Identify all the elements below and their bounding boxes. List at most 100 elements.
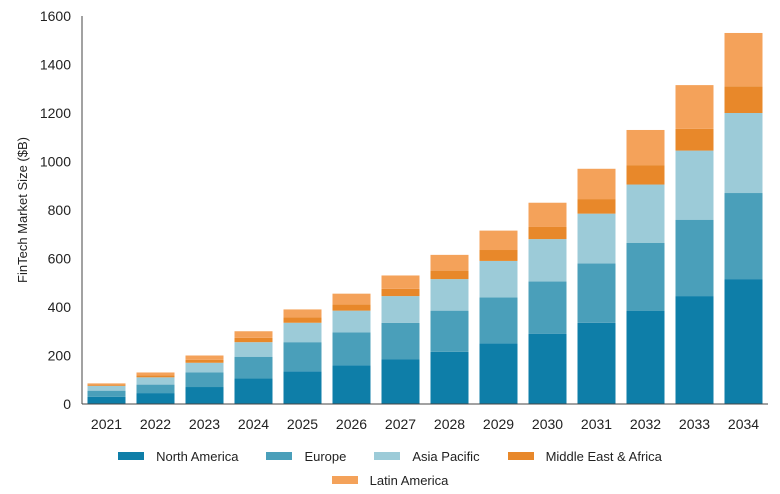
bar-europe-2022 [136,384,175,394]
bar-europe-2029 [479,297,518,344]
bar-asia-pacific-2026 [332,310,371,333]
bar-middle-east-africa-2023 [185,359,224,363]
bar-north-america-2026 [332,365,371,404]
bar-latin-america-2026 [332,293,371,305]
bar-asia-pacific-2022 [136,377,175,385]
legend-label-europe: Europe [304,448,347,464]
bar-middle-east-africa-2030 [528,226,567,240]
y-tick-label-3: 600 [48,251,72,267]
y-tick-label-5: 1000 [40,154,71,170]
bar-north-america-2032 [626,310,665,404]
bar-north-america-2027 [381,359,420,404]
x-tick-label-2025: 2025 [287,416,318,432]
bar-asia-pacific-2034 [724,113,763,194]
legend-swatch-north-america [118,452,145,460]
stacked-bar-chart: FinTech Market Size ($B) 0 200 400 600 800 10… [15,8,768,432]
bar-north-america-2031 [577,322,616,404]
bar-asia-pacific-2023 [185,362,224,373]
bar-latin-america-2024 [234,331,273,338]
bar-europe-2031 [577,263,616,323]
bar-north-america-2033 [675,296,714,404]
bar-middle-east-africa-2028 [430,270,469,280]
y-tick-label-0: 0 [63,396,71,412]
x-tick-label-2033: 2033 [679,416,710,432]
x-tick-label-2031: 2031 [581,416,612,432]
bar-middle-east-africa-2027 [381,288,420,297]
y-tick-label-4: 800 [48,202,72,218]
bar-north-america-2021 [87,396,126,404]
bar-latin-america-2021 [87,383,126,385]
x-tick-label-2023: 2023 [189,416,220,432]
legend-label-asia-pacific: Asia Pacific [412,448,480,464]
bar-europe-2025 [283,342,322,372]
bar-latin-america-2032 [626,129,665,166]
legend-item-latin-america: Latin America [331,472,449,488]
y-tick-label-8: 1600 [40,8,71,24]
x-tick-label-2027: 2027 [385,416,416,432]
bar-europe-2026 [332,332,371,366]
legend-label-latin-america: Latin America [369,472,449,488]
bar-europe-2028 [430,310,469,352]
x-tick-label-2022: 2022 [140,416,171,432]
bar-north-america-2028 [430,351,469,404]
x-tick-label-2024: 2024 [238,416,269,432]
bar-latin-america-2033 [675,85,714,129]
y-tick-label-7: 1400 [40,57,71,73]
y-tick-label-2: 400 [48,299,72,315]
bar-asia-pacific-2024 [234,342,273,357]
bar-latin-america-2022 [136,372,175,376]
bar-latin-america-2029 [479,230,518,251]
bar-asia-pacific-2033 [675,150,714,220]
bar-latin-america-2027 [381,275,420,289]
y-axis-title: FinTech Market Size ($B) [15,137,30,283]
bar-latin-america-2030 [528,202,567,227]
bar-europe-2033 [675,219,714,297]
bar-europe-2030 [528,281,567,334]
bar-latin-america-2028 [430,254,469,271]
bar-middle-east-africa-2021 [87,384,126,386]
bar-asia-pacific-2032 [626,184,665,243]
bar-europe-2032 [626,242,665,311]
bar-north-america-2022 [136,393,175,404]
bar-middle-east-africa-2024 [234,337,273,343]
bar-asia-pacific-2027 [381,296,420,323]
bar-latin-america-2025 [283,309,322,318]
legend-swatch-middle-east-africa [507,452,534,460]
legend-item-europe: Europe [266,449,346,464]
bar-asia-pacific-2025 [283,322,322,343]
bar-middle-east-africa-2032 [626,165,665,185]
bar-north-america-2025 [283,371,322,404]
x-axis-ticks: 2021 2022 2023 2024 2025 2026 2027 2028 2029 2030… [91,416,759,432]
bar-north-america-2024 [234,378,273,404]
bar-north-america-2034 [724,279,763,404]
bar-latin-america-2034 [724,32,763,87]
bar-asia-pacific-2031 [577,213,616,264]
bar-asia-pacific-2030 [528,239,567,282]
x-tick-label-2028: 2028 [434,416,465,432]
legend-swatch-europe [266,452,293,460]
bars [87,32,763,404]
y-axis-label: FinTech Market Size ($B) [15,137,30,283]
legend-label-north-america: North America [156,448,239,464]
bar-latin-america-2023 [185,355,224,360]
x-tick-label-2026: 2026 [336,416,367,432]
bar-north-america-2023 [185,387,224,404]
legend-swatch-latin-america [331,476,358,484]
x-tick-label-2034: 2034 [728,416,759,432]
legend: North America Europe Asia Pacific Middle… [0,444,780,492]
x-tick-label-2030: 2030 [532,416,563,432]
legend-row-2: Latin America [0,468,780,492]
bar-middle-east-africa-2022 [136,375,175,378]
bar-north-america-2029 [479,343,518,404]
bar-europe-2024 [234,356,273,379]
bar-europe-2034 [724,193,763,280]
bar-latin-america-2031 [577,168,616,200]
legend-swatch-asia-pacific [374,452,401,460]
legend-row-1: North America Europe Asia Pacific Middle… [0,444,780,468]
bar-north-america-2030 [528,333,567,404]
legend-item-north-america: North America [118,449,238,464]
bar-middle-east-africa-2025 [283,317,322,323]
bar-asia-pacific-2021 [87,385,126,391]
bar-middle-east-africa-2034 [724,86,763,113]
bar-europe-2027 [381,322,420,360]
